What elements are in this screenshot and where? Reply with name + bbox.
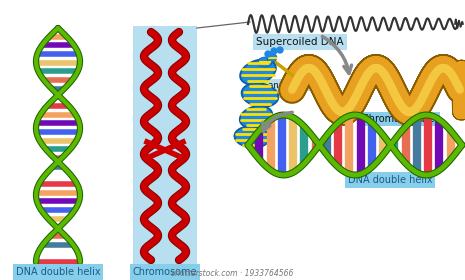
- Ellipse shape: [235, 127, 269, 147]
- Circle shape: [277, 47, 283, 53]
- Ellipse shape: [242, 84, 278, 106]
- Text: shutterstock.com · 1933764566: shutterstock.com · 1933764566: [171, 269, 293, 278]
- FancyBboxPatch shape: [133, 26, 197, 266]
- Ellipse shape: [233, 125, 271, 149]
- Text: Supercoiled DNA: Supercoiled DNA: [256, 37, 344, 47]
- Ellipse shape: [267, 54, 277, 62]
- Ellipse shape: [241, 60, 275, 84]
- Text: DNA double helix: DNA double helix: [348, 175, 432, 185]
- Circle shape: [271, 48, 277, 54]
- Ellipse shape: [241, 82, 279, 108]
- Text: DNA double helix: DNA double helix: [16, 267, 100, 277]
- Circle shape: [265, 51, 271, 57]
- Text: Chromosome: Chromosome: [133, 267, 197, 277]
- Ellipse shape: [258, 57, 272, 67]
- Text: DNA and histones: DNA and histones: [247, 81, 322, 90]
- Ellipse shape: [239, 59, 277, 85]
- Ellipse shape: [239, 105, 273, 129]
- Ellipse shape: [240, 106, 272, 127]
- Text: Chromatin fiber: Chromatin fiber: [362, 114, 438, 124]
